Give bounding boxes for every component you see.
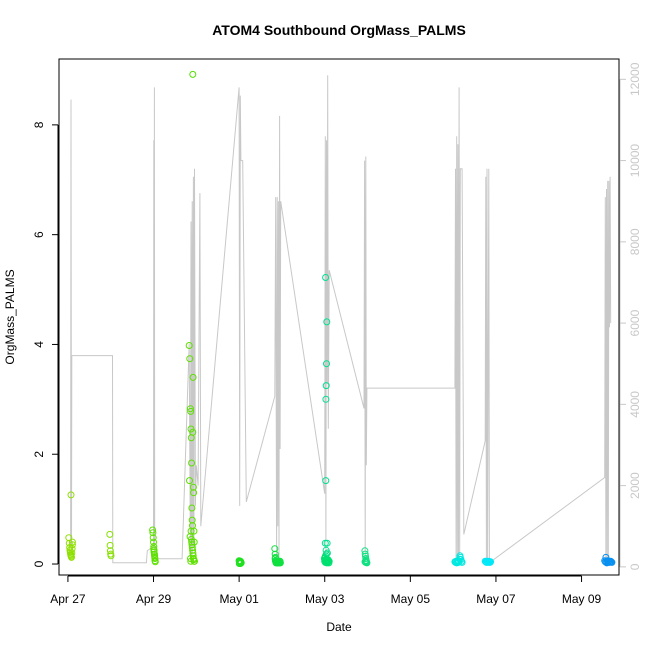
x-tick-label: May 03: [305, 592, 345, 606]
y2-tick-label: 10000: [628, 144, 642, 178]
data-point: [189, 70, 197, 78]
data-point: [323, 549, 331, 557]
x-axis: Apr 27 Apr 29 May 01 May 03 May 05 May 07 May …: [50, 575, 602, 606]
data-point: [187, 555, 194, 562]
data-point: [151, 552, 159, 560]
data-point: [186, 355, 194, 363]
data-point: [149, 529, 157, 537]
x-tick-label: May 05: [391, 592, 431, 606]
data-point: [189, 373, 197, 381]
x-tick-label: Apr 29: [136, 592, 172, 606]
data-point: [322, 550, 330, 558]
data-point: [149, 526, 157, 534]
data-point: [487, 558, 495, 566]
y2-tick-label: 0: [628, 563, 642, 570]
data-point: [362, 557, 370, 565]
data-point: [106, 541, 114, 549]
data-point: [276, 559, 284, 567]
data-point: [190, 527, 198, 535]
data-point: [322, 274, 330, 281]
y2-tick-label: 4000: [628, 391, 642, 418]
data-point: [150, 543, 158, 550]
y-axis-label: OrgMass_PALMS: [3, 269, 17, 364]
data-point: [150, 548, 158, 556]
scatter-points: [65, 70, 616, 567]
data-point: [187, 557, 195, 565]
data-point: [68, 541, 76, 549]
y-tick-label: 4: [32, 341, 46, 348]
x-tick-label: May 07: [476, 592, 516, 606]
data-point: [151, 555, 159, 562]
data-point: [150, 545, 158, 553]
data-point: [150, 538, 157, 546]
x-axis-label: Date: [326, 620, 352, 634]
data-point: [187, 407, 195, 415]
chart-title: ATOM4 Southbound OrgMass_PALMS: [212, 22, 466, 38]
y-tick-label: 2: [32, 451, 46, 458]
y2-tick-label: 12000: [628, 62, 642, 96]
y2-tick-label: 8000: [628, 228, 642, 255]
data-point: [188, 459, 196, 467]
data-point: [187, 527, 195, 535]
x-tick-label: May 01: [219, 592, 259, 606]
secondary-series: [70, 75, 612, 564]
data-point: [107, 552, 115, 560]
data-point: [188, 504, 196, 512]
data-point: [68, 545, 76, 553]
data-point: [271, 550, 279, 558]
data-point: [323, 360, 330, 368]
data-point: [607, 558, 615, 566]
data-point: [67, 491, 75, 499]
y-tick-label: 0: [32, 560, 46, 567]
data-point: [323, 539, 331, 547]
data-point: [190, 489, 198, 497]
y-axis: 0 2 4 6 8: [32, 121, 59, 567]
y-tick-label: 8: [32, 121, 46, 128]
data-point: [106, 530, 114, 538]
data-point: [189, 428, 197, 436]
plot-frame: [58, 58, 620, 576]
data-point: [458, 558, 466, 566]
data-point: [322, 477, 330, 485]
data-point: [186, 405, 194, 413]
data-point: [106, 547, 114, 555]
data-point: [237, 560, 244, 567]
y2-tick-label: 2000: [628, 472, 642, 499]
data-point: [603, 559, 611, 567]
data-point: [322, 395, 330, 403]
data-point: [190, 538, 198, 546]
y2-tick-label: 6000: [628, 309, 642, 336]
data-point: [271, 545, 279, 553]
data-point: [187, 425, 195, 433]
data-point: [149, 534, 157, 542]
data-point: [608, 558, 616, 566]
data-point: [272, 553, 279, 561]
secondary-y-axis: 0 2000 4000 6000 8000 10000 12000: [619, 62, 642, 570]
x-tick-label: May 09: [562, 592, 602, 606]
data-point: [486, 558, 494, 566]
x-tick-label: Apr 27: [50, 592, 86, 606]
data-point: [68, 538, 76, 546]
data-point: [68, 549, 76, 557]
data-point: [185, 342, 193, 349]
data-point: [68, 553, 75, 561]
secondary-series-line: [70, 75, 612, 564]
data-point: [361, 558, 369, 566]
data-point: [325, 557, 333, 565]
data-point: [456, 552, 464, 560]
data-point: [322, 382, 330, 390]
y-tick-label: 6: [32, 231, 46, 238]
data-point: [186, 477, 193, 485]
data-point: [323, 318, 331, 326]
